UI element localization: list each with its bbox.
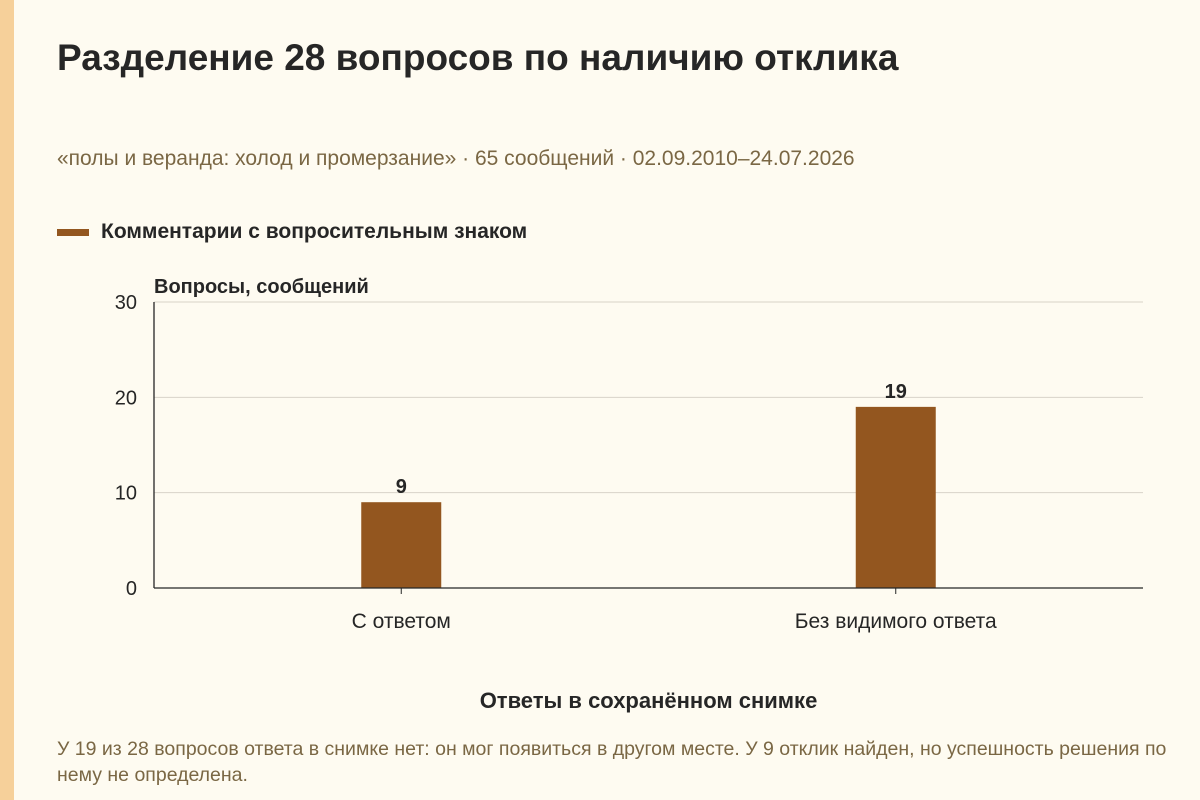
legend: Комментарии с вопросительным знаком — [57, 218, 527, 246]
y-tick-label: 0 — [126, 578, 137, 600]
x-axis-label: Ответы в сохранённом снимке — [480, 688, 818, 713]
accent-strip — [0, 0, 14, 800]
x-tick-label: С ответом — [352, 610, 451, 633]
legend-swatch — [57, 228, 89, 236]
y-tick-label: 10 — [115, 483, 137, 505]
chart-subtitle: «полы и веранда: холод и промерзание» · … — [57, 147, 855, 170]
bar — [361, 502, 442, 588]
data-label: 19 — [885, 381, 907, 403]
y-axis-label: Вопросы, сообщений — [154, 276, 369, 298]
legend-label: Комментарии с вопросительным знаком — [101, 220, 528, 243]
bar — [855, 406, 936, 588]
x-tick-label: Без видимого ответа — [795, 610, 997, 633]
chart-title: Разделение 28 вопросов по наличию отклик… — [57, 37, 899, 78]
y-tick-label: 30 — [115, 292, 137, 314]
data-label: 9 — [396, 476, 407, 498]
y-tick-label: 20 — [115, 387, 137, 409]
chart-note: У 19 из 28 вопросов ответа в снимке нет:… — [57, 738, 1167, 786]
